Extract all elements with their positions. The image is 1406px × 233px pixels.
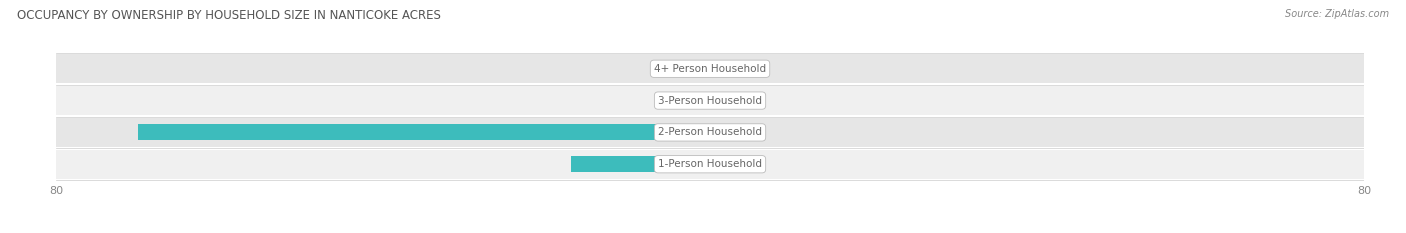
Text: 17: 17: [689, 159, 702, 169]
Bar: [56, 150, 1364, 178]
Text: 0: 0: [696, 64, 702, 74]
Bar: [56, 86, 1364, 115]
Text: 0: 0: [696, 96, 702, 106]
Bar: [56, 55, 1364, 83]
Text: 1-Person Household: 1-Person Household: [658, 159, 762, 169]
Text: 4+ Person Household: 4+ Person Household: [654, 64, 766, 74]
Text: 0: 0: [718, 64, 724, 74]
Text: 0: 0: [718, 96, 724, 106]
Text: Source: ZipAtlas.com: Source: ZipAtlas.com: [1285, 9, 1389, 19]
Bar: [56, 118, 1364, 147]
Bar: [571, 156, 710, 172]
Text: 0: 0: [718, 159, 724, 169]
Text: OCCUPANCY BY OWNERSHIP BY HOUSEHOLD SIZE IN NANTICOKE ACRES: OCCUPANCY BY OWNERSHIP BY HOUSEHOLD SIZE…: [17, 9, 440, 22]
Text: 3-Person Household: 3-Person Household: [658, 96, 762, 106]
Text: 70: 70: [689, 127, 702, 137]
Text: 2-Person Household: 2-Person Household: [658, 127, 762, 137]
Bar: [138, 124, 710, 140]
Text: 0: 0: [718, 127, 724, 137]
